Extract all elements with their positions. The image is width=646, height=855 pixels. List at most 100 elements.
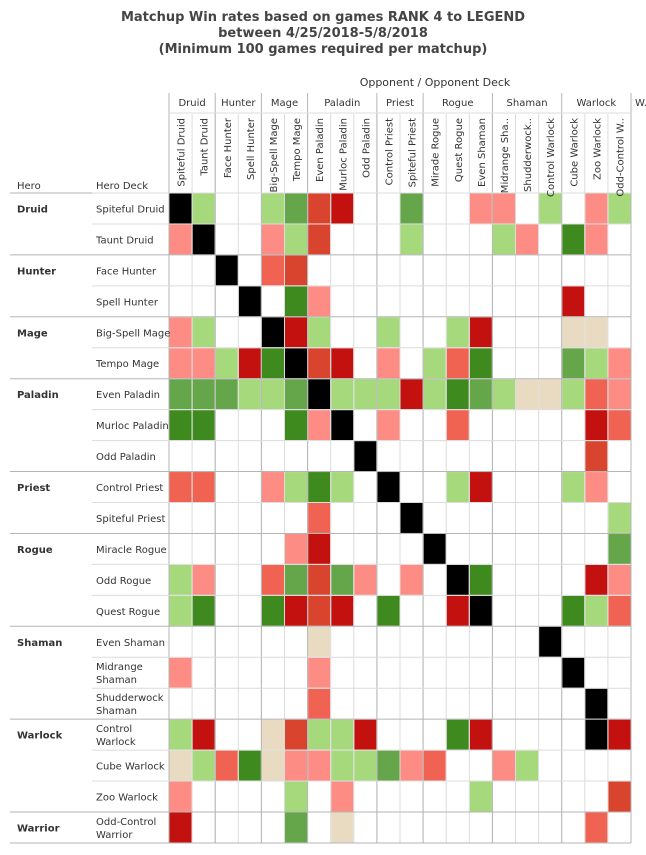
row-hero-label: Priest <box>17 483 50 494</box>
row-deck-label-line: Spiteful Priest <box>96 514 165 525</box>
heatmap-cell <box>354 564 377 595</box>
row-deck-label-line: Odd Rogue <box>96 576 151 587</box>
heatmap-cell <box>585 472 608 502</box>
heatmap-cell <box>169 564 192 595</box>
heatmap-cell <box>608 533 631 564</box>
opponent-axis-label: Opponent / Opponent Deck <box>360 76 511 89</box>
column-label: Face Hunter <box>223 117 234 178</box>
heatmap-cell <box>562 286 585 317</box>
heatmap-cell <box>423 348 446 379</box>
heatmap-cell <box>354 750 377 781</box>
column-group-label: Priest <box>386 98 414 109</box>
heatmap-cell <box>423 533 446 564</box>
heatmap-cell <box>562 379 585 410</box>
column-label: Control Priest <box>384 118 395 185</box>
row-header-hero: Hero <box>17 181 41 192</box>
heatmap-cell <box>169 719 192 750</box>
column-label: Even Paladin <box>315 118 326 182</box>
heatmap-cell <box>215 379 238 410</box>
heatmap-cell <box>608 379 631 410</box>
column-label: Spiteful Priest <box>408 118 419 187</box>
heatmap-cell <box>608 781 631 812</box>
heatmap-cell <box>331 595 354 626</box>
heatmap-cell <box>308 750 331 781</box>
heatmap-cell <box>261 750 284 781</box>
heatmap-cell <box>215 348 238 379</box>
heatmap-cell <box>261 379 284 410</box>
heatmap-cell <box>192 317 215 348</box>
heatmap-cell <box>446 317 469 348</box>
row-deck-label-line: Control Priest <box>96 483 163 494</box>
row-hero-label: Paladin <box>17 390 59 401</box>
heatmap-cell <box>238 286 261 317</box>
column-group-label: Hunter <box>221 98 256 109</box>
heatmap-cell <box>261 472 284 502</box>
row-deck-label: Control Priest <box>96 483 163 494</box>
row-deck-label-line: Midrange <box>96 662 143 673</box>
heatmap-cell <box>516 224 539 255</box>
row-deck-label: Face Hunter <box>96 266 157 277</box>
row-hero-label: Hunter <box>17 266 56 277</box>
heatmap-cell <box>539 626 562 657</box>
heatmap-cell <box>400 503 423 533</box>
column-label: Zoo Warlock <box>592 118 603 180</box>
row-deck-label: Spiteful Druid <box>96 204 165 215</box>
heatmap-cell <box>446 379 469 410</box>
column-group-label: Paladin <box>324 98 360 109</box>
row-hero-label: Rogue <box>17 545 53 556</box>
heatmap-cell <box>261 193 284 224</box>
heatmap-cell <box>608 595 631 626</box>
heatmap-cell <box>400 564 423 595</box>
row-hero-label: Warrior <box>17 823 60 834</box>
row-deck-label: Murloc Paladin <box>96 421 169 432</box>
heatmap-cell <box>169 657 192 688</box>
heatmap-cell <box>308 533 331 564</box>
row-deck-label-line: Warrior <box>96 830 133 841</box>
row-deck-label: Even Shaman <box>96 638 165 649</box>
row-deck-label-line: Even Shaman <box>96 638 165 649</box>
row-deck-label-line: Warlock <box>96 737 136 748</box>
row-deck-label-line: Odd-Control <box>96 817 156 828</box>
row-deck-label: Miracle Rogue <box>96 545 167 556</box>
heatmap-cell <box>585 410 608 441</box>
row-deck-label: Odd-Control Warrior <box>96 817 156 841</box>
heatmap-cell <box>469 719 492 750</box>
heatmap-cell <box>469 595 492 626</box>
heatmap-cell <box>285 750 308 781</box>
heatmap-cell <box>169 472 192 502</box>
heatmap-cell <box>446 472 469 502</box>
heatmap-cell <box>308 410 331 441</box>
heatmap-cell <box>585 317 608 348</box>
heatmap-cell <box>285 317 308 348</box>
row-hero-label: Warlock <box>17 731 63 742</box>
heatmap-cell <box>469 348 492 379</box>
column-label: Big-Spell Mage <box>269 118 280 192</box>
row-deck-label-line: Zoo Warlock <box>96 793 158 804</box>
heatmap-cell <box>285 781 308 812</box>
heatmap-cell <box>585 719 608 750</box>
heatmap-cell <box>285 286 308 317</box>
heatmap-cell <box>331 812 354 843</box>
heatmap-cell <box>169 812 192 843</box>
column-label: Midrange Sha.. <box>500 118 511 193</box>
heatmap-cell <box>377 595 400 626</box>
heatmap-cell <box>169 595 192 626</box>
row-hero-label: Shaman <box>17 638 62 649</box>
heatmap-cell <box>169 348 192 379</box>
row-deck-label-line: Control <box>96 724 132 735</box>
row-deck-label: Spiteful Priest <box>96 514 165 525</box>
heatmap-cell <box>238 348 261 379</box>
heatmap-cell <box>331 750 354 781</box>
row-deck-label-line: Shaman <box>96 706 137 717</box>
heatmap-cell <box>308 193 331 224</box>
heatmap-cell <box>285 564 308 595</box>
heatmap-cell <box>469 472 492 502</box>
heatmap-cell <box>192 719 215 750</box>
heatmap-cell <box>562 472 585 502</box>
heatmap-cell <box>539 193 562 224</box>
column-label: Quest Rogue <box>454 118 465 182</box>
heatmap-cell <box>285 812 308 843</box>
chart-title: Matchup Win rates based on games RANK 4 … <box>0 10 646 58</box>
heatmap-cell <box>285 348 308 379</box>
heatmap-cell <box>285 255 308 286</box>
